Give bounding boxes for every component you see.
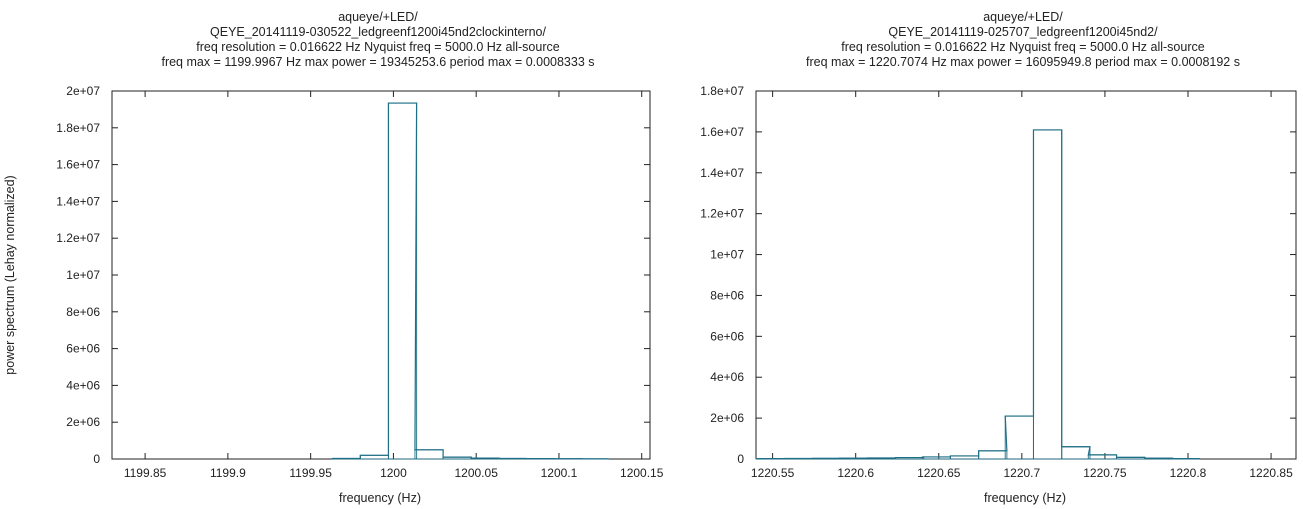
y-axis-label: power spectrum (Lehay normalized) (3, 175, 17, 375)
spectrum-series-line (756, 129, 1200, 460)
plot-frame (755, 90, 1297, 460)
title-line: aqueye/+LED/ (338, 10, 418, 24)
x-tick-label: 1220.7 (1003, 466, 1040, 480)
title-line: freq max = 1199.9967 Hz max power = 1934… (161, 55, 595, 69)
x-axis-label: frequency (Hz) (339, 491, 421, 505)
y-tick-label: 4e+06 (66, 378, 100, 392)
y-tick-label: 4e+06 (710, 370, 744, 384)
title-line: freq resolution = 0.016622 Hz Nyquist fr… (841, 40, 1205, 54)
spectrum-bin (387, 102, 418, 460)
y-tick-label: 1.8e+07 (700, 84, 744, 98)
chart-right: aqueye/+LED/ QEYE_20141119-025707_ledgre… (655, 0, 1303, 509)
spectrum-bin (414, 449, 444, 460)
spectrum-bin (470, 457, 500, 460)
y-tick-label: 0 (737, 452, 744, 466)
y-tick-label: 6e+06 (710, 329, 744, 343)
x-tick-label: 1220.65 (917, 466, 961, 480)
plot-area: 0 2e+06 4e+06 6e+06 8e+06 1e+07 1.2e+07 1.4e+07… (56, 84, 663, 480)
y-tick-label: 1e+07 (710, 248, 744, 262)
x-tick-label: 1199.95 (289, 466, 332, 480)
spectrum-bin (978, 450, 1008, 460)
spectrum-bin (783, 457, 813, 460)
y-tick-label: 0 (93, 452, 100, 466)
y-tick-label: 1.4e+07 (700, 166, 744, 180)
spectrum-bin (1061, 446, 1091, 460)
x-tick-label: 1200.1 (541, 466, 578, 480)
x-tick-label: 1200.05 (454, 466, 498, 480)
y-tick-label: 1.2e+07 (56, 231, 100, 245)
spectrum-bin (921, 456, 951, 460)
x-tick-label: 1199.9 (210, 466, 246, 480)
y-tick-label: 2e+06 (710, 411, 744, 425)
y-tick-label: 1.6e+07 (56, 158, 100, 172)
spectrum-bin (1004, 415, 1034, 460)
y-tick-label: 1e+07 (66, 268, 100, 282)
y-tick-label: 1.6e+07 (700, 125, 744, 139)
spectrum-series-line (332, 102, 609, 460)
x-tick-label: 1200.15 (620, 466, 664, 480)
x-tick-label: 1199.85 (124, 466, 167, 480)
plot-frame (111, 90, 651, 460)
chart-title: aqueye/+LED/ QEYE_20141119-025707_ledgre… (743, 10, 1303, 70)
y-tick-label: 1.8e+07 (56, 121, 100, 135)
spectrum-bin (1032, 129, 1063, 460)
title-line: aqueye/+LED/ (983, 10, 1063, 24)
x-tick-label: 1200 (380, 466, 407, 480)
x-tick-label: 1220.85 (1249, 466, 1293, 480)
title-line: freq max = 1220.7074 Hz max power = 1609… (806, 55, 1240, 69)
chart-left: aqueye/+LED/ QEYE_20141119-030522_ledgre… (3, 10, 664, 505)
spectrum-bin (1087, 454, 1118, 460)
title-line: QEYE_20141119-025707_ledgreenf1200i45nd2… (888, 25, 1158, 39)
spectrum-bin (895, 457, 925, 460)
y-tick-label: 1.4e+07 (56, 194, 100, 208)
spectrum-bin (1144, 457, 1174, 460)
spectrum-bin (331, 457, 361, 460)
plot-area: 0 2e+06 4e+06 6e+06 8e+06 1e+07 1.2e+07 1.4e+07… (700, 84, 1297, 480)
y-tick-label: 2e+06 (66, 415, 100, 429)
chart-title: aqueye/+LED/ QEYE_20141119-030522_ledgre… (98, 10, 658, 70)
y-tick-label: 8e+06 (66, 305, 100, 319)
spectrum-bin (949, 455, 980, 460)
x-axis-label: frequency (Hz) (984, 491, 1066, 505)
x-tick-label: 1220.8 (1170, 466, 1207, 480)
title-line: freq resolution = 0.016622 Hz Nyquist fr… (196, 40, 560, 54)
x-tick-label: 1220.6 (837, 466, 874, 480)
y-tick-label: 1.2e+07 (700, 207, 744, 221)
y-tick-label: 2e+07 (66, 84, 100, 98)
x-tick-label: 1220.55 (751, 466, 795, 480)
spectrum-bin (838, 457, 868, 460)
spectrum-bin (497, 457, 527, 460)
y-tick-label: 6e+06 (66, 342, 100, 356)
spectrum-bin (442, 456, 472, 460)
y-tick-label: 8e+06 (710, 288, 744, 302)
spectrum-bin (1116, 456, 1146, 460)
spectrum-bin (811, 457, 842, 460)
x-tick-label: 1220.75 (1083, 466, 1127, 480)
title-line: QEYE_20141119-030522_ledgreenf1200i45nd2… (210, 25, 546, 39)
